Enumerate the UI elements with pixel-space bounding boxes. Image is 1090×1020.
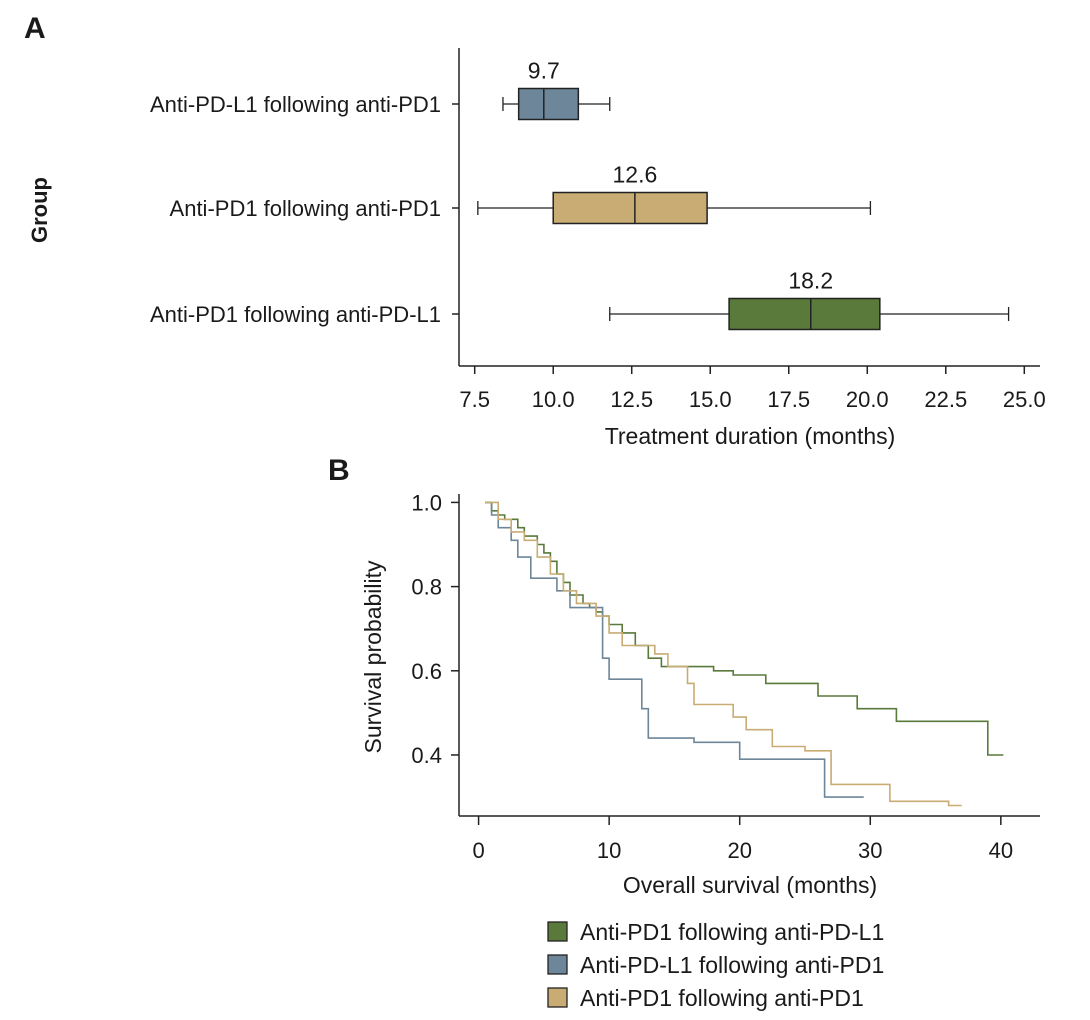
median-label: 18.2 bbox=[788, 268, 833, 294]
legend-label: Anti-PD1 following anti-PD1 bbox=[580, 985, 864, 1011]
survival-curve bbox=[485, 501, 864, 798]
x-tick-label: 7.5 bbox=[459, 387, 490, 412]
median-label: 12.6 bbox=[612, 162, 657, 188]
box bbox=[728, 297, 881, 331]
panel-a-y-axis-title: Group bbox=[27, 177, 52, 243]
legend-label: Anti-PD-L1 following anti-PD1 bbox=[580, 952, 884, 978]
legend-label: Anti-PD1 following anti-PD-L1 bbox=[580, 919, 884, 945]
x-tick-label: 20 bbox=[727, 838, 751, 863]
category-label: Anti-PD-L1 following anti-PD1 bbox=[150, 92, 441, 117]
panel-b-label: B bbox=[328, 454, 350, 487]
category-label: Anti-PD1 following anti-PD1 bbox=[170, 196, 441, 221]
panel-b-x-axis-title: Overall survival (months) bbox=[623, 872, 877, 898]
x-tick-label: 0 bbox=[472, 838, 484, 863]
legend-swatch bbox=[547, 921, 568, 942]
survival-plot-panel: 0 10 20 30 40 0.4 0.6 0.8 1.0 Overall survival … bbox=[360, 490, 1040, 1011]
x-tick-label: 12.5 bbox=[610, 387, 653, 412]
x-tick-label: 10 bbox=[597, 838, 621, 863]
x-tick-label: 22.5 bbox=[924, 387, 967, 412]
category-label: Anti-PD1 following anti-PD-L1 bbox=[150, 302, 441, 327]
box bbox=[552, 191, 708, 225]
x-tick-label: 20.0 bbox=[846, 387, 889, 412]
y-tick-label: 0.6 bbox=[411, 659, 442, 684]
x-tick-label: 15.0 bbox=[689, 387, 732, 412]
x-tick-label: 17.5 bbox=[767, 387, 810, 412]
legend-swatch bbox=[547, 954, 568, 975]
box bbox=[517, 87, 580, 121]
x-tick-label: 25.0 bbox=[1003, 387, 1046, 412]
y-tick-label: 0.8 bbox=[411, 575, 442, 600]
panel-a-x-axis-title: Treatment duration (months) bbox=[605, 423, 896, 449]
x-tick-label: 30 bbox=[858, 838, 882, 863]
x-tick-label: 40 bbox=[989, 838, 1013, 863]
panel-b-y-axis-title: Survival probability bbox=[360, 560, 386, 754]
legend-swatch bbox=[547, 987, 568, 1008]
y-tick-label: 0.4 bbox=[411, 743, 442, 768]
median-label: 9.7 bbox=[528, 58, 560, 84]
panel-a-label: A bbox=[24, 12, 46, 45]
box-plot-panel: Anti-PD-L1 following anti-PD1 9.7 Anti-PD1… bbox=[27, 48, 1046, 449]
x-tick-label: 10.0 bbox=[532, 387, 575, 412]
survival-curve bbox=[485, 501, 962, 807]
y-tick-label: 1.0 bbox=[411, 490, 442, 515]
legend: Anti-PD1 following anti-PD-L1 Anti-PD-L1 … bbox=[547, 919, 884, 1011]
